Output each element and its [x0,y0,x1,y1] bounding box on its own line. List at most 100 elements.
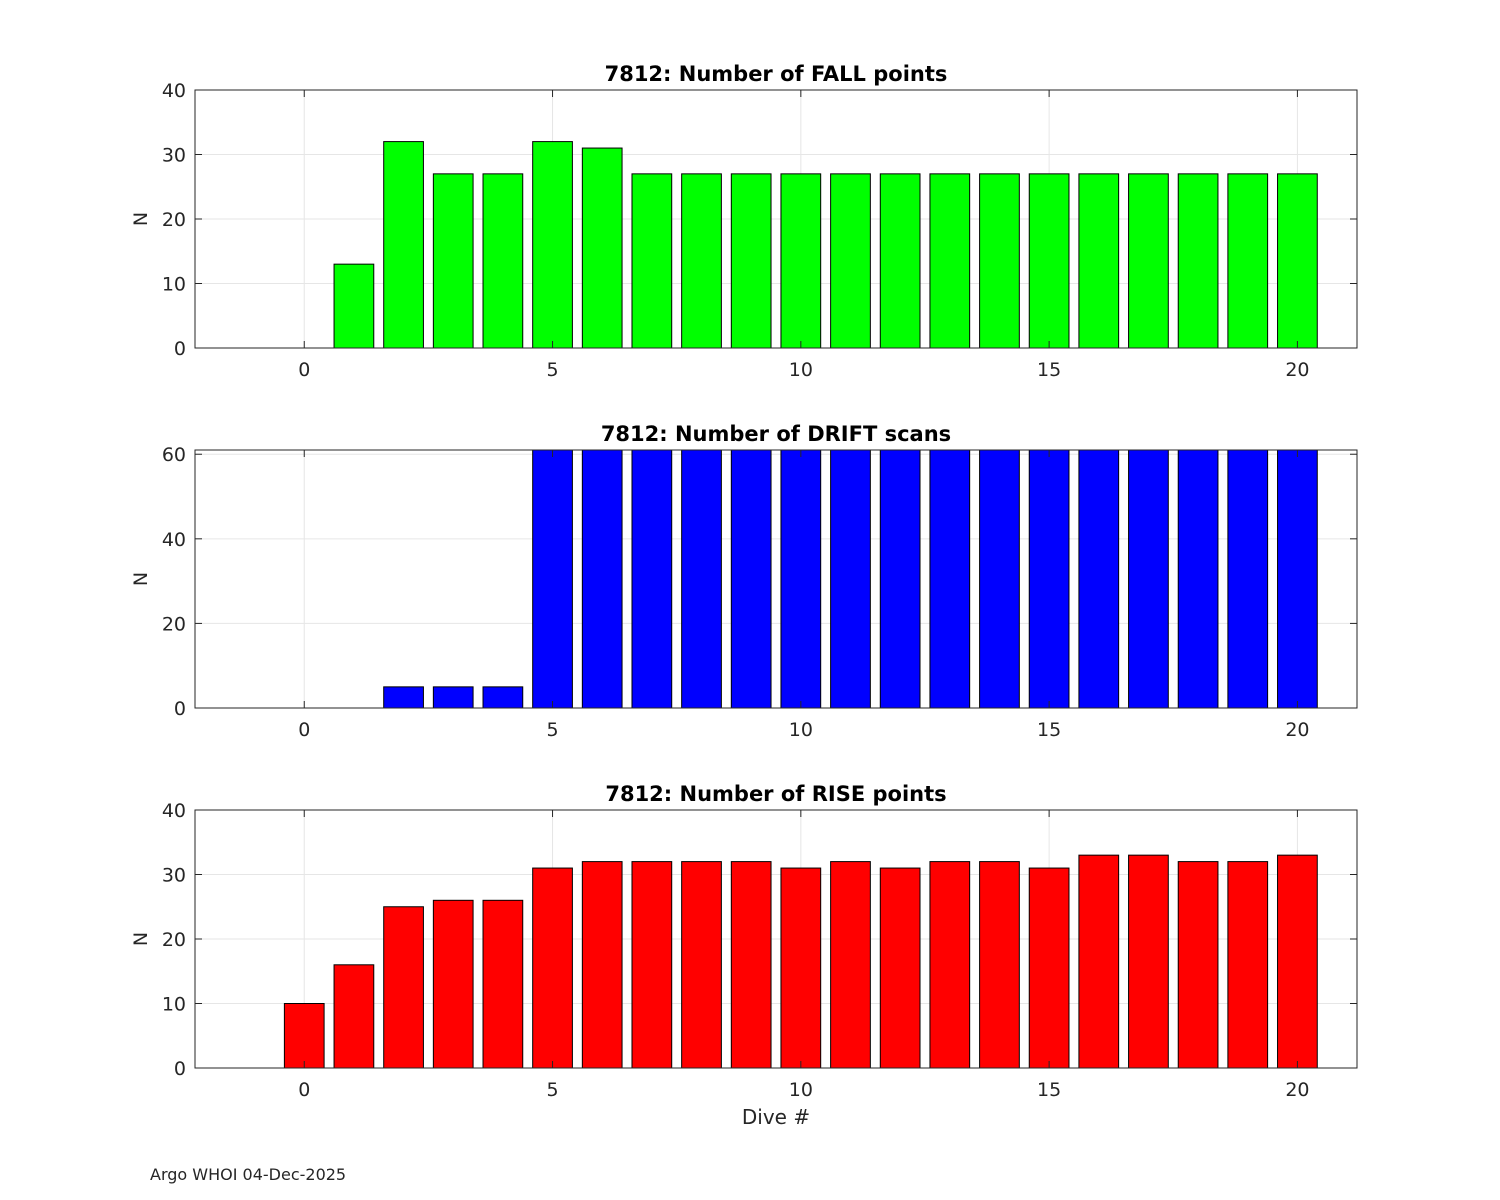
x-tick-label: 20 [1285,359,1309,381]
chart-title: 7812: Number of FALL points [605,62,948,86]
x-tick-label: 0 [298,719,310,741]
bar [1128,173,1169,349]
bar [681,449,722,709]
bar [1128,449,1169,709]
bar [681,861,722,1069]
y-tick-label: 40 [162,80,186,102]
bar [1128,854,1169,1069]
bar [1277,854,1318,1069]
bar [979,449,1020,709]
bar [879,449,921,709]
y-tick-label: 20 [162,929,186,951]
bar [979,861,1020,1069]
bar [631,173,673,349]
bar [780,173,822,349]
x-tick-label: 10 [789,719,813,741]
chart-title: 7812: Number of DRIFT scans [601,422,951,446]
bar [879,173,921,349]
x-tick-label: 20 [1285,719,1309,741]
bar [1177,173,1219,349]
bar [631,861,673,1069]
bar [283,1003,325,1069]
x-tick-label: 15 [1037,719,1061,741]
bar [581,147,623,349]
chart-title: 7812: Number of RISE points [605,782,946,806]
y-tick-label: 0 [174,698,186,720]
bar [730,449,772,709]
bar [1227,861,1269,1069]
bar [482,899,524,1069]
bar [879,867,921,1069]
y-tick-label: 60 [162,444,186,466]
x-axis-label: Dive # [742,1105,810,1129]
bar [1227,449,1269,709]
bar [830,173,871,349]
axes-box [194,449,1358,709]
bar [1177,861,1219,1069]
bar [432,173,474,349]
y-tick-label: 40 [162,529,186,551]
bar [581,861,623,1069]
bar [482,173,524,349]
y-tick-label: 30 [162,865,186,887]
bar [1028,449,1070,709]
y-tick-label: 20 [162,613,186,635]
bar [1078,854,1120,1069]
bar [333,964,375,1069]
y-tick-label: 30 [162,145,186,167]
y-axis-label: N [130,212,152,226]
x-tick-label: 10 [789,1079,813,1101]
bar [730,861,772,1069]
bar [333,263,375,349]
bar [1227,173,1269,349]
x-tick-label: 5 [546,359,558,381]
bar [383,906,424,1069]
footer-text: Argo WHOI 04-Dec-2025 [150,1165,347,1184]
x-tick-label: 5 [546,1079,558,1101]
chart-2: 0 5 10 15 20 0 20 40 60 7812: Number of DRIFT sca… [130,422,1358,741]
bar [432,899,474,1069]
x-tick-label: 20 [1285,1079,1309,1101]
y-tick-label: 10 [162,994,186,1016]
y-tick-label: 10 [162,274,186,296]
y-tick-label: 40 [162,800,186,822]
y-tick-label: 0 [174,338,186,360]
bar [1277,449,1318,709]
bar [532,449,573,709]
bar [631,449,673,709]
x-tick-label: 10 [789,359,813,381]
bar [830,861,871,1069]
bar [780,867,822,1069]
x-tick-label: 5 [546,719,558,741]
bar [929,449,971,709]
bar [929,173,971,349]
y-tick-label: 20 [162,209,186,231]
bar [1277,173,1318,349]
y-axis-label: N [130,932,152,946]
bar [383,141,424,349]
x-tick-label: 15 [1037,1079,1061,1101]
bar [1078,449,1120,709]
bar [482,686,524,709]
bar [1028,173,1070,349]
y-tick-label: 0 [174,1058,186,1080]
bar [532,141,573,349]
bar [1028,867,1070,1069]
bar [432,686,474,709]
bar [830,449,871,709]
y-axis-label: N [130,572,152,586]
x-tick-label: 0 [298,359,310,381]
chart-1: 0 5 10 15 20 0 10 20 30 40 7812: Number of FALL po… [130,62,1358,381]
bar [929,861,971,1069]
chart-3: 0 5 10 15 20 0 10 20 30 40 7812: Number of RISE po… [130,782,1358,1129]
x-tick-label: 0 [298,1079,310,1101]
bar [979,173,1020,349]
bar [1177,449,1219,709]
bar [532,867,573,1069]
bar [681,173,722,349]
bar [581,449,623,709]
bar [780,449,822,709]
x-tick-label: 15 [1037,359,1061,381]
bar [1078,173,1120,349]
